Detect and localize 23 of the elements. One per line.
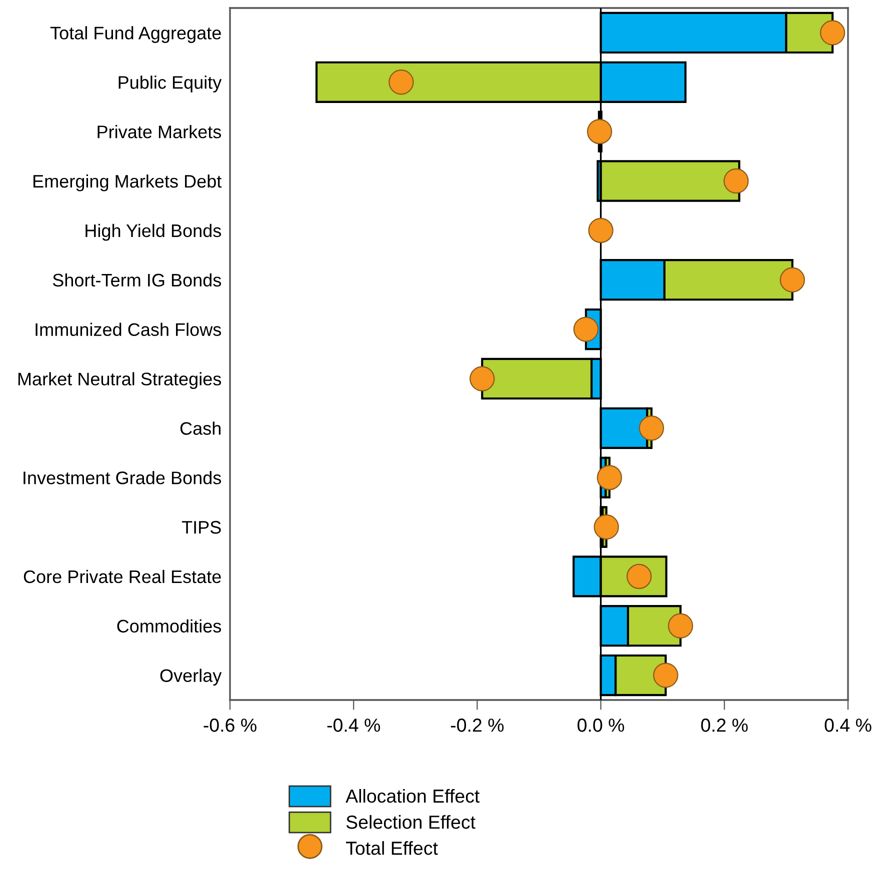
x-tick-label: 0.0 %: [578, 718, 624, 732]
x-tick-label: 0.2 %: [701, 718, 748, 732]
x-tick-label: -0.4 %: [327, 718, 380, 732]
x-tick-label: -0.2 %: [450, 718, 504, 732]
y-tick-label: Immunized Cash Flows: [36, 322, 222, 336]
y-tick-label: Public Equity: [118, 76, 222, 92]
y-tick-label: Emerging Markets Debt: [34, 174, 222, 192]
y-tick-label: Investment Grade Bonds: [24, 471, 222, 484]
y-tick-label: TIPS: [182, 520, 221, 534]
x-tick-label: 0.4 %: [824, 718, 872, 732]
legend-label: Total Effect: [346, 841, 438, 855]
y-tick-label: Total Fund Aggregate: [50, 26, 221, 44]
y-tick-label: High Yield Bonds: [86, 224, 222, 241]
legend-label: Allocation Effect: [346, 788, 480, 803]
x-tick-label: -0.6 %: [204, 718, 256, 732]
y-tick-label: Short-Term IG Bonds: [52, 273, 222, 287]
y-tick-label: Core Private Real Estate: [24, 570, 221, 584]
y-tick-label: Cash: [180, 422, 220, 435]
y-tick-label: Overlay: [160, 668, 222, 686]
y-tick-label: Private Markets: [98, 125, 222, 138]
y-tick-label: Market Neutral Strategies: [18, 372, 222, 390]
y-tick-label: Commodities: [117, 619, 222, 633]
legend-label: Selection Effect: [346, 815, 476, 829]
